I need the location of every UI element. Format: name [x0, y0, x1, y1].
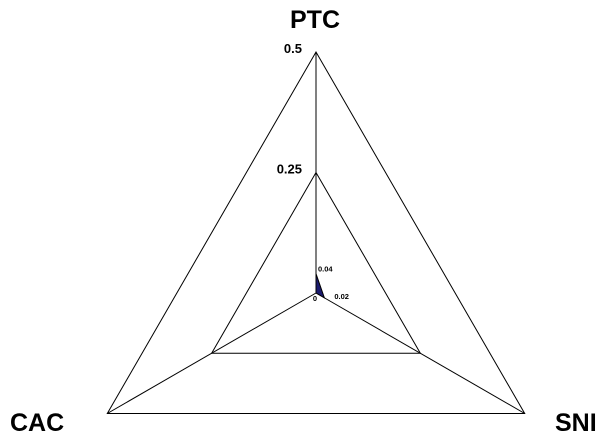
axis-spoke-cac [107, 292, 317, 414]
data-label-ptc: 0.04 [318, 265, 333, 274]
data-label-sni: 0.02 [334, 292, 349, 301]
radar-grid [106, 50, 526, 414]
axis-title-cac: CAC [10, 409, 64, 432]
grid-ring-0 [210, 171, 422, 354]
ring-label-025: 0.25 [277, 162, 302, 177]
radar-spokes [107, 52, 525, 414]
data-label-cac: 0 [313, 294, 317, 303]
ring-label-05: 0.5 [284, 41, 302, 56]
axis-spoke-sni [315, 292, 525, 414]
grid-ring-1 [106, 50, 526, 414]
axis-title-ptc: PTC [290, 6, 340, 34]
series-polygon [315, 273, 326, 299]
axis-title-sni: SNI [555, 409, 597, 432]
